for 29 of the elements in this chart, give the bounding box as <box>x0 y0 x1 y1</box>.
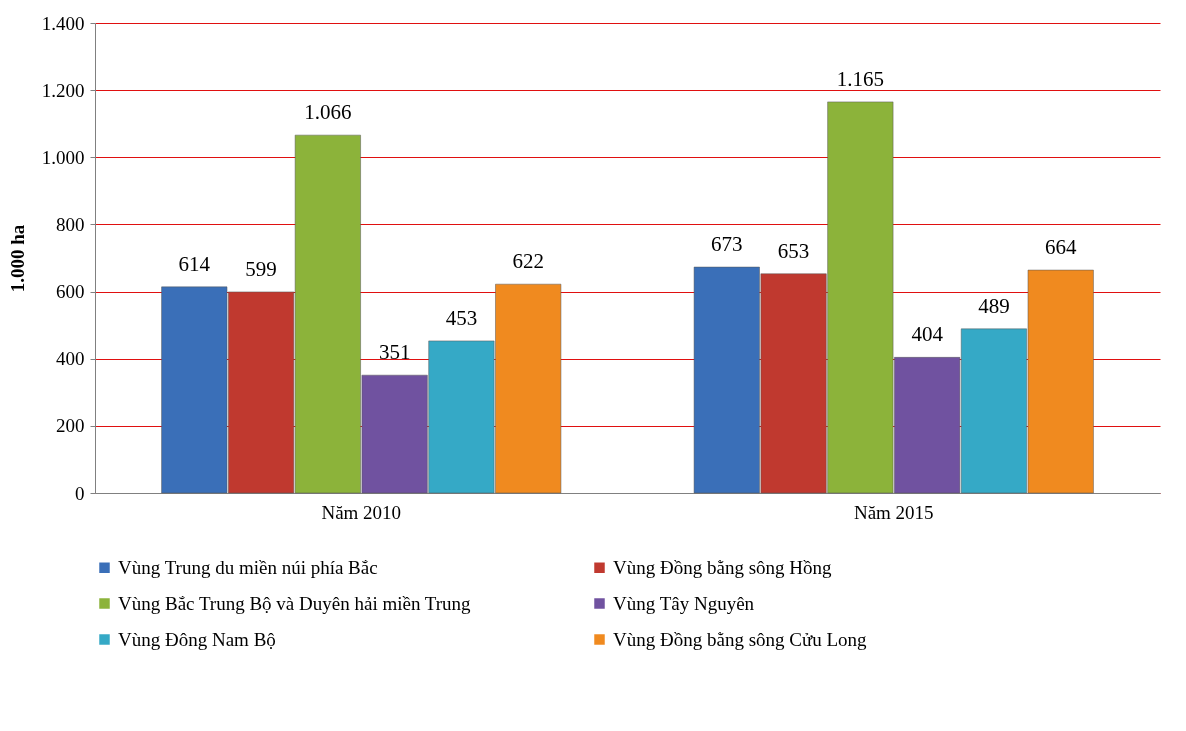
legend-label: Vùng Đông Nam Bộ <box>118 628 276 650</box>
data-label: 673 <box>711 232 743 257</box>
data-label: 1.066 <box>304 100 352 125</box>
y-tick-label: 600 <box>56 281 85 303</box>
y-tick-label: 1.200 <box>41 79 85 101</box>
legend-label: Vùng Trung du miền núi phía Bắc <box>118 556 378 578</box>
x-tick-label: Năm 2010 <box>321 501 402 523</box>
data-label: 404 <box>911 322 944 347</box>
data-label: 489 <box>978 293 1010 318</box>
data-label: 453 <box>445 305 478 330</box>
y-tick-label: 0 <box>75 482 85 504</box>
legend-label: Vùng Đồng bằng sông Cửu Long <box>613 628 868 650</box>
x-tick-label: Năm 2015 <box>853 501 934 523</box>
y-axis-title: 1.000 ha <box>6 224 28 293</box>
data-label: 351 <box>378 340 411 365</box>
y-tick-label: 800 <box>56 213 85 235</box>
data-label: 599 <box>245 256 277 281</box>
data-label: 614 <box>178 251 211 276</box>
legend-label: Vùng Bắc Trung Bộ và Duyên hải miền Trung <box>118 592 472 614</box>
data-label: 653 <box>777 238 810 263</box>
data-label: 1.165 <box>836 66 884 91</box>
legend-label: Vùng Tây Nguyên <box>613 592 755 614</box>
y-tick-label: 1.400 <box>41 12 85 34</box>
legend-label: Vùng Đồng bằng sông Hồng <box>613 556 832 578</box>
y-tick-label: 1.000 <box>41 146 85 168</box>
data-label: 622 <box>512 249 544 274</box>
y-tick-label: 400 <box>56 348 85 370</box>
y-tick-label: 200 <box>56 415 85 437</box>
data-label: 664 <box>1044 235 1077 260</box>
